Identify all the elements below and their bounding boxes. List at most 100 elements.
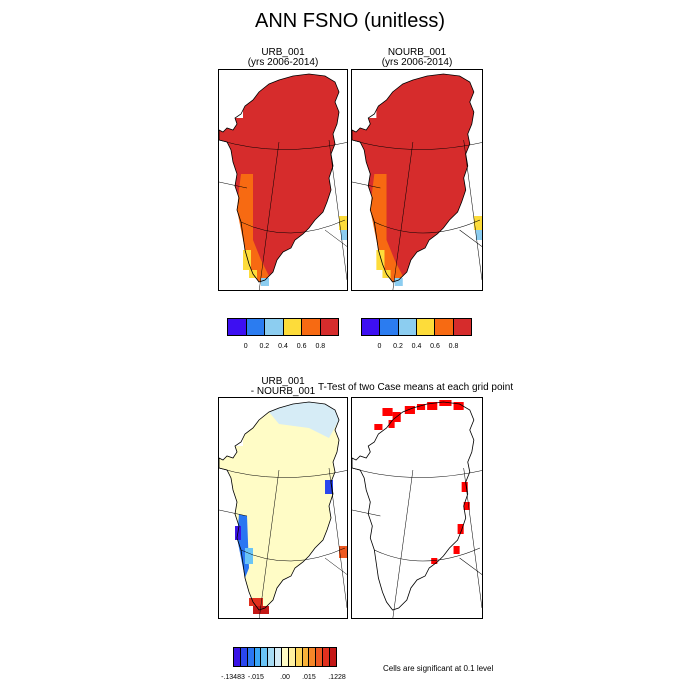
tip-low-fsno [261, 278, 269, 286]
map-nourb-svg [352, 73, 482, 290]
graticule-line [459, 229, 482, 247]
graticule-line [328, 139, 347, 281]
colorbar-diff-labels: -.13483 -.015 .00 .015 .1228 [221, 674, 346, 684]
significant-cell [427, 402, 438, 410]
graticule-line [328, 467, 347, 609]
significant-cell [453, 546, 460, 554]
colorbar-diff-swatch [323, 648, 331, 666]
colorbar-urb-tick-label: 0.4 [278, 343, 288, 350]
colorbar-nourb-swatch [416, 319, 436, 335]
colorbar-urb-tick-label: 0.8 [315, 343, 326, 350]
diff-south-positive [249, 598, 263, 606]
colorbar-diff-tick-label: -.13483 [221, 674, 245, 681]
greenland-coastline [219, 401, 340, 611]
significant-cell [439, 400, 452, 406]
significant-cell [461, 482, 468, 492]
panel-title-diff-line2: - NOURB_001 [250, 386, 316, 397]
colorbar-diff-tick-label: .1228 [328, 674, 346, 681]
colorbar-nourb-tick-label: 0 [377, 343, 382, 350]
colorbar-nourb-tick-label: 0.2 [393, 343, 403, 350]
colorbar-urb-tick-label: 0.2 [259, 343, 270, 350]
panel-title-diff-line1: URB_001 [261, 376, 305, 387]
graticule-line [219, 139, 347, 150]
map-panel-urb [218, 69, 348, 291]
colorbar-nourb-swatch [380, 319, 399, 335]
map-panel-ttest [351, 397, 483, 619]
significant-cell [431, 558, 438, 564]
colorbar-nourb [361, 318, 472, 336]
significance-note: Cells are significant at 0.1 level [383, 664, 494, 673]
colorbar-diff-tick-label: .015 [302, 674, 316, 681]
panel-title-nourb-line2: (yrs 2006-2014) [381, 57, 453, 68]
iceland-fsno [339, 216, 347, 230]
margin-low-fsno [243, 250, 251, 270]
significant-cell [416, 404, 426, 410]
colorbar-diff-swatch [288, 648, 296, 666]
margin-mid-fsno [370, 174, 403, 282]
graticule-line [219, 181, 248, 189]
colorbar-urb-swatch [228, 319, 247, 335]
panel-title-urb: URB_001 (yrs 2006-2014) [218, 48, 348, 68]
significant-cell [382, 408, 393, 416]
colorbar-nourb-swatch [453, 319, 471, 335]
significant-cell [457, 524, 464, 534]
graticule-line [392, 141, 414, 290]
colorbar-diff-swatch [302, 648, 310, 666]
colorbar-urb-tick-label: 0 [243, 343, 248, 350]
panel-title-nourb: NOURB_001 (yrs 2006-2014) [351, 48, 483, 68]
diff-north-negative [269, 402, 339, 438]
graticule-line [219, 467, 347, 478]
diff-east-negative [325, 480, 333, 494]
colorbar-nourb-swatch [362, 319, 381, 335]
colorbar-diff-swatch [247, 648, 255, 666]
colorbar-diff-swatch [254, 648, 262, 666]
graticule-line [240, 547, 346, 562]
margin-mid-fsno [237, 174, 269, 282]
graticule-line [463, 467, 482, 609]
colorbar-diff-swatch [240, 648, 248, 666]
significant-cell [453, 402, 464, 410]
colorbar-urb-swatch [302, 319, 321, 335]
map-panel-diff [218, 397, 348, 619]
colorbar-nourb-swatch [435, 319, 454, 335]
panel-title-diff: URB_001 - NOURB_001 [218, 377, 348, 397]
panel-title-urb-line2: (yrs 2006-2014) [247, 57, 319, 68]
significant-cell [388, 420, 395, 428]
map-diff-svg [219, 401, 347, 618]
map-ttest-svg [352, 400, 482, 618]
significant-cell [404, 406, 415, 414]
colorbar-diff-swatch [309, 648, 317, 666]
diff-iceland-positive [339, 546, 347, 558]
graticule-line [352, 139, 482, 150]
graticule-line [240, 219, 346, 234]
ocean-gap [231, 428, 243, 446]
tip-low-fsno [394, 278, 403, 286]
colorbar-urb-swatch [246, 319, 265, 335]
colorbar-diff-swatch [316, 648, 324, 666]
greenland-coastline [352, 401, 475, 611]
colorbar-nourb-labels: 0 0.2 0.4 0.6 0.8 [361, 343, 472, 353]
colorbar-diff-swatch [268, 648, 276, 666]
map-urb-svg [219, 73, 347, 290]
colorbar-nourb-tick-label: 0.8 [448, 343, 459, 350]
greenland-coastline [219, 73, 340, 283]
map-panel-nourb [351, 69, 483, 291]
colorbar-diff-swatch [330, 648, 336, 666]
colorbar-urb-swatch [265, 319, 284, 335]
graticule-line [374, 547, 481, 562]
significant-cell [463, 502, 470, 510]
graticule-line [259, 469, 280, 618]
margin-low-fsno [376, 250, 385, 270]
ocean-gap [231, 100, 243, 118]
colorbar-urb [227, 318, 339, 336]
graticule-line [463, 139, 482, 281]
colorbar-nourb-tick-label: 0.4 [411, 343, 422, 350]
graticule-line [352, 467, 482, 478]
colorbar-diff-swatch [261, 648, 269, 666]
figure-title: ANN FSNO (unitless) [254, 10, 446, 32]
graticule-line [219, 509, 248, 517]
colorbar-nourb-swatch [398, 319, 417, 335]
graticule-line [259, 141, 280, 290]
colorbar-diff-tick-label: .00 [280, 674, 290, 681]
graticule-line [324, 229, 347, 247]
